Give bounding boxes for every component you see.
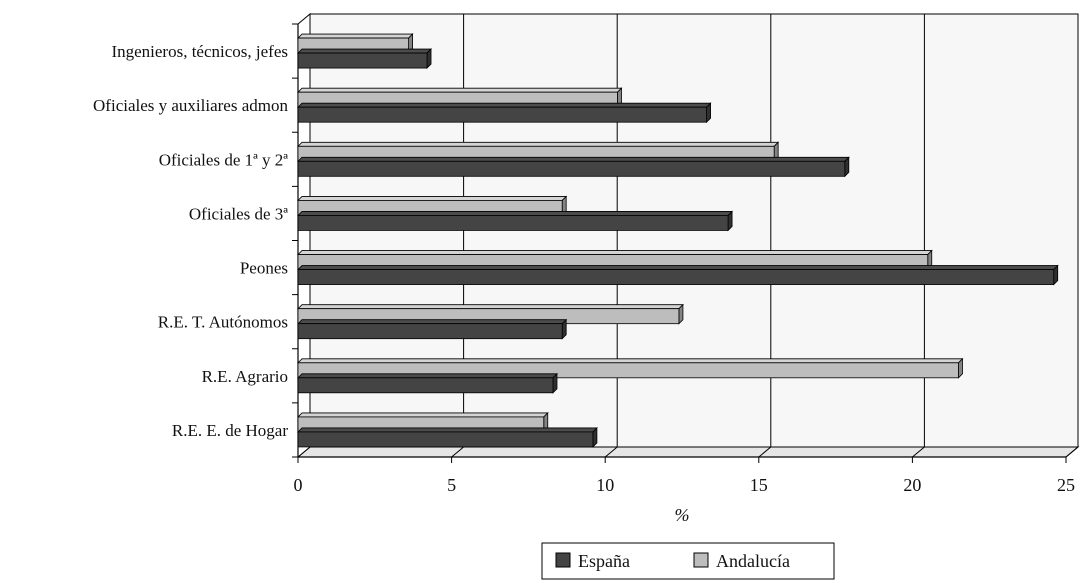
category-label: Ingenieros, técnicos, jefes: [111, 42, 288, 61]
legend-box: [541, 542, 835, 580]
floor-gridline: [912, 446, 925, 458]
category-label: R.E. T. Autónomos: [158, 313, 288, 332]
bars: [297, 33, 1059, 448]
floor-gridline: [758, 446, 772, 458]
floor-gridline: [604, 446, 618, 458]
bar-espana: [297, 372, 558, 394]
floor-gridline: [451, 446, 464, 458]
bar-espana: [297, 210, 734, 232]
category-label: Peones: [240, 259, 288, 278]
x-tick-label: 5: [447, 475, 456, 495]
floor: [296, 446, 1080, 458]
category-label: Oficiales de 1ª y 2ª: [159, 150, 289, 169]
category-label: R.E. E. de Hogar: [172, 421, 288, 440]
legend: España Andalucía: [541, 542, 835, 580]
category-label: Oficiales y auxiliares admon: [93, 96, 288, 115]
bar-espana: [297, 426, 598, 448]
x-tick-label: 20: [903, 475, 921, 495]
legend-swatch: [693, 552, 709, 568]
category-label: Oficiales de 3ª: [189, 204, 288, 223]
legend-item-espana: España: [578, 551, 630, 571]
bar-espana: [297, 318, 568, 340]
x-tick-labels: 0 5 10 15 20 25: [294, 475, 1076, 495]
x-tick-label: 25: [1057, 475, 1075, 495]
x-axis-label: %: [675, 505, 690, 525]
x-tick-label: 10: [596, 475, 614, 495]
category-labels: Ingenieros, técnicos, jefes Oficiales y a…: [93, 42, 288, 440]
category-label: R.E. Agrario: [202, 367, 288, 386]
bar-espana: [297, 156, 850, 178]
bar-espana: [297, 48, 432, 70]
bar-espana: [297, 264, 1059, 286]
bar-espana: [297, 102, 712, 124]
x-tick-label: 15: [750, 475, 768, 495]
floor-gridline: [1065, 446, 1079, 458]
legend-swatch: [555, 552, 571, 568]
legend-item-andalucia: Andalucía: [716, 551, 790, 571]
x-tick-label: 0: [294, 475, 303, 495]
